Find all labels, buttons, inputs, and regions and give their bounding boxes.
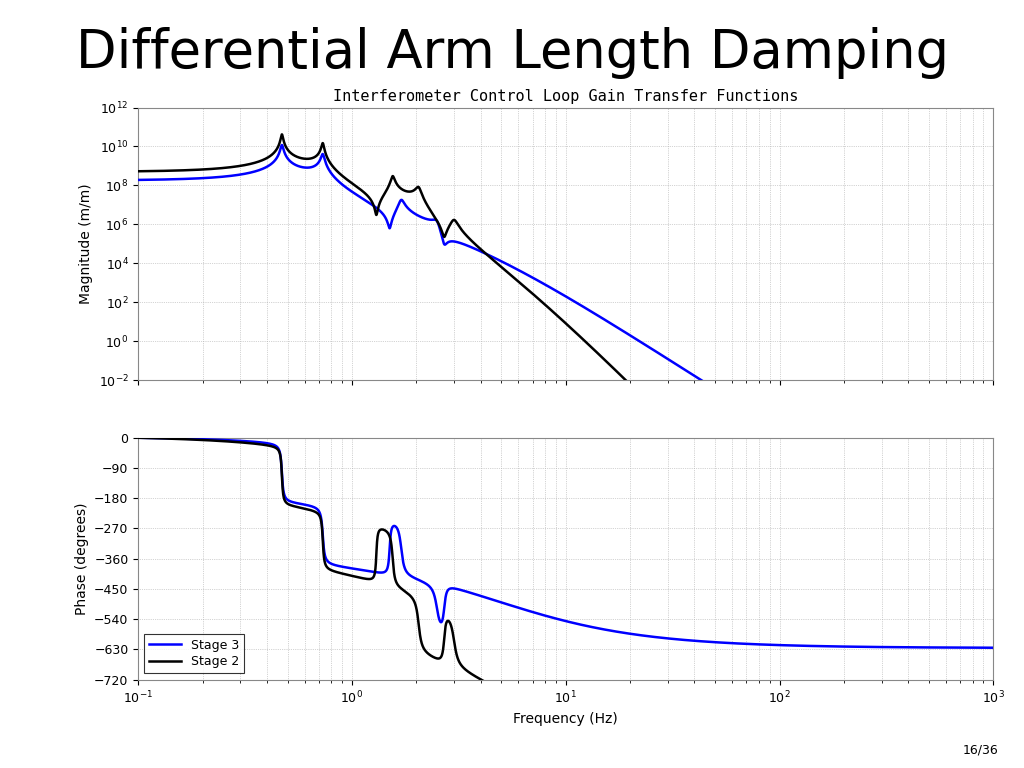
Y-axis label: Phase (degrees): Phase (degrees) xyxy=(75,502,89,615)
Stage 3 xyxy=(766,641,778,650)
Stage 2 xyxy=(132,433,144,442)
Text: 16/36: 16/36 xyxy=(963,743,998,756)
Stage 3 xyxy=(441,586,454,595)
Stage 3 xyxy=(638,631,650,641)
Stage 2 xyxy=(441,616,454,625)
Stage 3 xyxy=(812,641,824,650)
Stage 2 xyxy=(987,763,999,768)
Legend: Stage 3, Stage 2: Stage 3, Stage 2 xyxy=(144,634,244,674)
Stage 3 xyxy=(132,433,144,442)
Y-axis label: Magnitude (m/m): Magnitude (m/m) xyxy=(79,184,93,304)
X-axis label: Frequency (Hz): Frequency (Hz) xyxy=(513,712,618,726)
Text: Differential Arm Length Damping: Differential Arm Length Damping xyxy=(76,27,948,79)
Stage 2 xyxy=(676,749,688,758)
Line: Stage 2: Stage 2 xyxy=(138,438,993,768)
Title: Interferometer Control Loop Gain Transfer Functions: Interferometer Control Loop Gain Transfe… xyxy=(333,88,799,104)
Stage 2 xyxy=(175,435,187,444)
Stage 2 xyxy=(638,742,650,751)
Stage 3 xyxy=(987,643,999,652)
Stage 3 xyxy=(676,635,688,644)
Stage 3 xyxy=(175,434,187,443)
Stage 2 xyxy=(766,758,778,767)
Line: Stage 3: Stage 3 xyxy=(138,438,993,647)
Stage 2 xyxy=(812,760,824,768)
